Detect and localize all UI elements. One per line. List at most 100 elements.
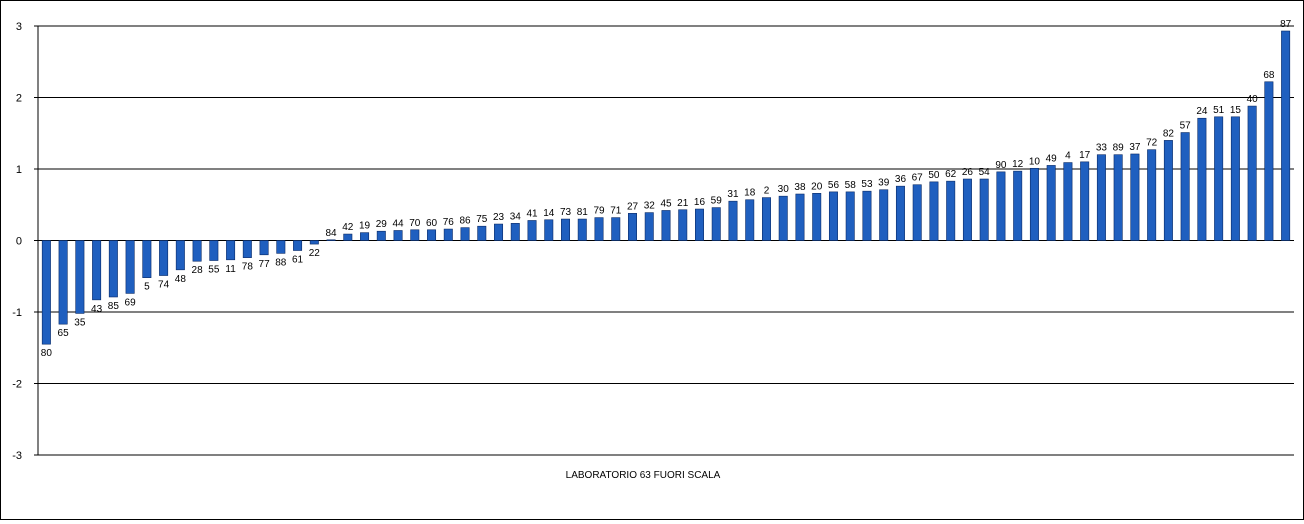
bar (360, 232, 370, 241)
bar (527, 220, 537, 241)
bar (778, 195, 788, 241)
bar (494, 223, 504, 241)
bar (544, 219, 554, 241)
bar-label: 50 (928, 170, 940, 181)
bar-label: 86 (459, 216, 471, 227)
y-tick-label: 3 (16, 21, 22, 33)
bar (644, 212, 654, 241)
bar (577, 218, 587, 241)
bar (695, 208, 704, 241)
bar-label: 19 (359, 221, 371, 232)
bar (929, 181, 939, 241)
bar (678, 209, 688, 241)
bar (962, 178, 972, 241)
bar (410, 229, 420, 241)
bar (1163, 140, 1173, 241)
bar (611, 217, 621, 241)
bar (175, 240, 185, 271)
bar-label: 27 (627, 201, 639, 212)
bar-label: 54 (979, 167, 991, 178)
bar (192, 240, 202, 262)
chart-note: LABORATORIO 63 FUORI SCALA (565, 470, 721, 481)
bar (1147, 149, 1157, 241)
bar (460, 227, 470, 241)
y-tick-label: 1 (16, 164, 22, 176)
bar (142, 240, 152, 278)
bar-label: 21 (677, 198, 689, 209)
bar-label: 40 (1247, 94, 1259, 105)
bar (159, 240, 169, 276)
bar-label: 33 (1096, 143, 1108, 154)
bar-label: 48 (175, 274, 187, 285)
bar (628, 213, 637, 241)
bar-label: 34 (510, 211, 522, 222)
bar-label: 45 (660, 198, 672, 209)
bar (1197, 117, 1207, 241)
bar (946, 180, 956, 241)
bar (393, 230, 403, 241)
bar (711, 207, 721, 241)
bar-label: 59 (711, 196, 723, 207)
bar-label: 67 (912, 173, 924, 184)
bar (912, 184, 922, 241)
bar-label: 55 (208, 265, 220, 276)
bar-label: 10 (1029, 156, 1041, 167)
bar-label: 31 (727, 189, 739, 200)
bar (979, 178, 989, 241)
bar (293, 240, 303, 251)
bar-label: 62 (945, 169, 957, 180)
bar (845, 191, 855, 241)
bar-label: 72 (1146, 138, 1158, 149)
bar (1063, 162, 1073, 241)
bar (226, 240, 236, 261)
y-tick-label: -2 (12, 379, 22, 391)
bar-label: 79 (593, 206, 605, 217)
bar (92, 240, 102, 301)
bar-label: 84 (326, 228, 338, 239)
bar-label: 53 (861, 179, 873, 190)
bar-label: 2 (764, 186, 770, 197)
bar (1281, 30, 1291, 241)
bar (895, 185, 905, 241)
bar (1130, 153, 1140, 241)
bar (594, 217, 604, 241)
bar-label: 75 (476, 214, 488, 225)
bar (1029, 167, 1039, 241)
bar-label: 39 (878, 178, 890, 189)
bar (343, 233, 353, 241)
bar-label: 71 (610, 206, 622, 217)
bar-label: 74 (158, 280, 170, 291)
bar-label: 56 (828, 180, 840, 191)
bar-label: 18 (744, 188, 756, 199)
bar-label: 22 (309, 248, 321, 259)
y-tick-label: -3 (12, 450, 22, 462)
bar (1113, 154, 1123, 241)
bar-label: 35 (74, 317, 86, 328)
bar-label: 58 (845, 180, 857, 191)
bar (1046, 165, 1056, 241)
bar-label: 29 (376, 219, 388, 230)
bar (1180, 132, 1190, 241)
bar-label: 32 (644, 201, 656, 212)
bar-label: 85 (108, 301, 120, 312)
bar (1264, 81, 1274, 241)
bar (108, 240, 118, 298)
bar-label: 28 (192, 265, 204, 276)
bar-label: 16 (694, 197, 706, 208)
bar-label: 87 (1280, 19, 1292, 30)
bar-label: 37 (1129, 142, 1141, 153)
bar (477, 225, 487, 241)
bar (1080, 161, 1090, 241)
bar-label: 89 (1113, 143, 1125, 154)
bar (209, 240, 219, 261)
y-tick-label: -1 (12, 307, 22, 319)
bar-label: 17 (1079, 150, 1091, 161)
bar (745, 199, 755, 241)
bar (1230, 116, 1240, 241)
bar-label: 49 (1046, 153, 1058, 164)
bar-label: 23 (493, 212, 505, 223)
bar-label: 24 (1196, 106, 1208, 117)
bar (510, 223, 520, 241)
bar-label: 76 (443, 217, 455, 228)
